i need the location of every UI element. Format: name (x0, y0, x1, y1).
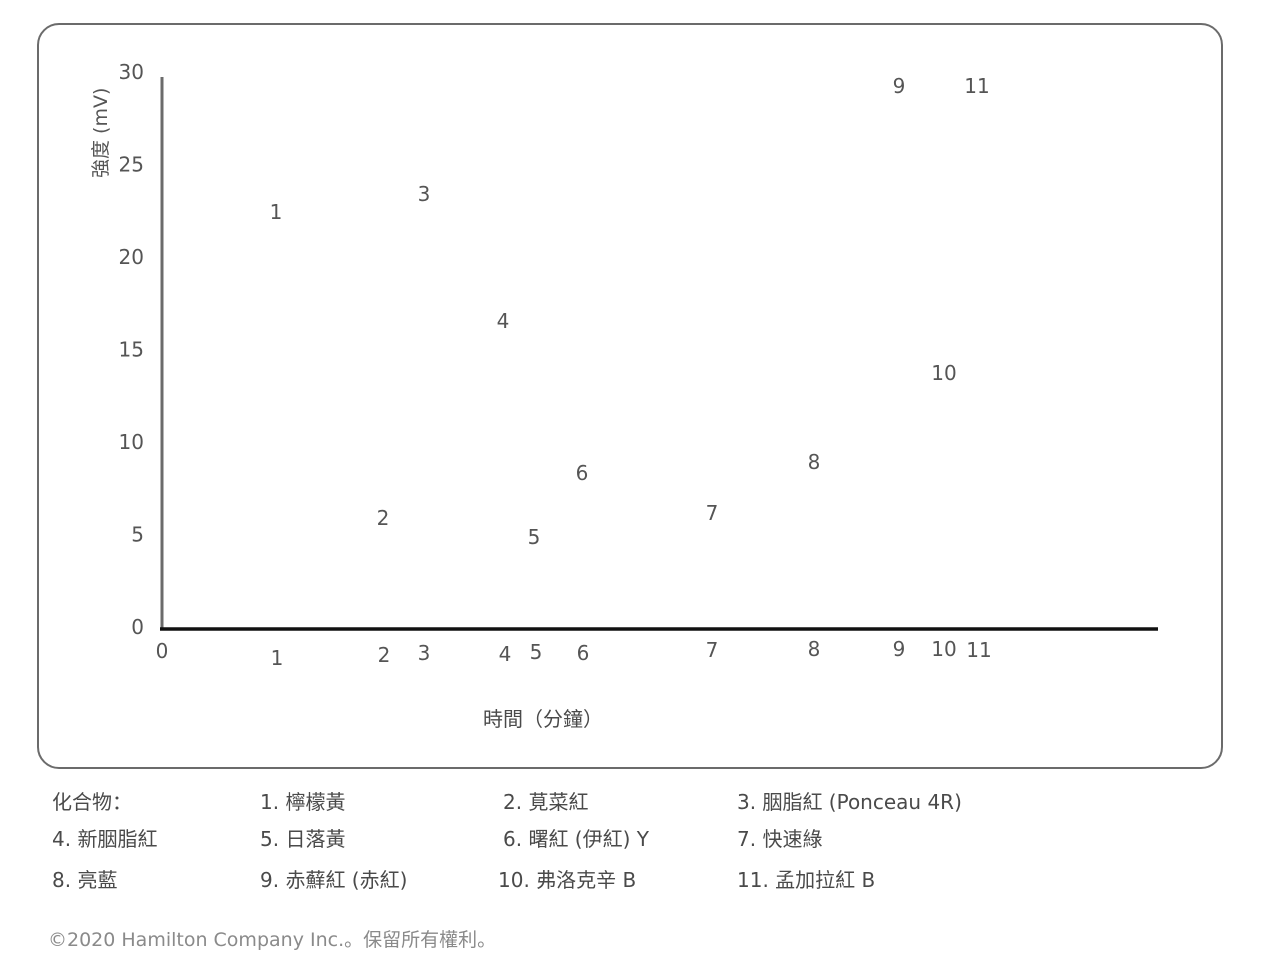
chart-frame (37, 23, 1223, 769)
x-tick-label: 2 (378, 643, 391, 667)
copyright-notice: ©2020 Hamilton Company Inc.。保留所有權利。 (48, 929, 497, 951)
legend-item: 8. 亮藍 (52, 868, 118, 892)
peak-label: 7 (706, 501, 719, 525)
legend-item: 11. 孟加拉紅 B (737, 868, 876, 892)
compound-legend: 化合物： 1. 檸檬黃 2. 莧菜紅 3. 胭脂紅 (Ponceau 4R) 4… (52, 790, 962, 892)
y-tick-label: 15 (119, 338, 144, 362)
peak-label: 11 (964, 74, 989, 98)
legend-item: 6. 曙紅 (伊紅) Y (503, 827, 649, 851)
peak-label: 3 (418, 182, 431, 206)
y-tick-label: 25 (119, 153, 144, 177)
x-tick-label: 4 (499, 642, 512, 666)
legend-item: 7. 快速綠 (737, 827, 823, 851)
y-tick-label: 5 (131, 523, 144, 547)
peak-label: 8 (808, 450, 821, 474)
y-axis-label: 強度 (mV) (90, 88, 112, 178)
peak-label: 6 (576, 461, 589, 485)
y-tick-label: 0 (131, 615, 144, 639)
x-tick-label: 1 (271, 646, 284, 670)
x-axis-label: 時間（分鐘） (483, 707, 603, 731)
x-axis-ticks: 0 1 2 3 4 5 6 7 8 9 10 11 (156, 637, 992, 670)
x-tick-label: 11 (966, 638, 991, 662)
x-tick-label: 8 (808, 637, 821, 661)
peak-label: 1 (270, 200, 283, 224)
peak-label: 5 (528, 525, 541, 549)
peak-label: 9 (893, 74, 906, 98)
legend-item: 5. 日落黃 (260, 827, 346, 851)
legend-item: 3. 胭脂紅 (Ponceau 4R) (737, 790, 962, 814)
x-tick-label: 0 (156, 639, 169, 663)
peak-label: 10 (931, 361, 956, 385)
x-tick-label: 9 (893, 637, 906, 661)
legend-item: 4. 新胭脂紅 (52, 827, 158, 851)
legend-item: 2. 莧菜紅 (503, 790, 589, 814)
legend-title: 化合物： (52, 790, 132, 814)
x-tick-label: 3 (418, 641, 431, 665)
x-tick-label: 5 (530, 640, 543, 664)
legend-item: 10. 弗洛克辛 B (498, 868, 637, 892)
peak-label: 4 (497, 309, 510, 333)
peak-labels: 1 2 3 4 5 6 7 8 9 10 11 (270, 74, 990, 549)
y-tick-label: 20 (119, 245, 144, 269)
x-tick-label: 10 (931, 637, 956, 661)
legend-item: 1. 檸檬黃 (260, 790, 346, 814)
y-tick-label: 10 (119, 430, 144, 454)
legend-item: 9. 赤蘚紅 (赤紅) (260, 868, 408, 892)
x-tick-label: 7 (706, 638, 719, 662)
peak-label: 2 (377, 506, 390, 530)
y-tick-label: 30 (119, 60, 144, 84)
y-axis-ticks: 0 5 10 15 20 25 30 (119, 60, 144, 639)
x-tick-label: 6 (577, 641, 590, 665)
